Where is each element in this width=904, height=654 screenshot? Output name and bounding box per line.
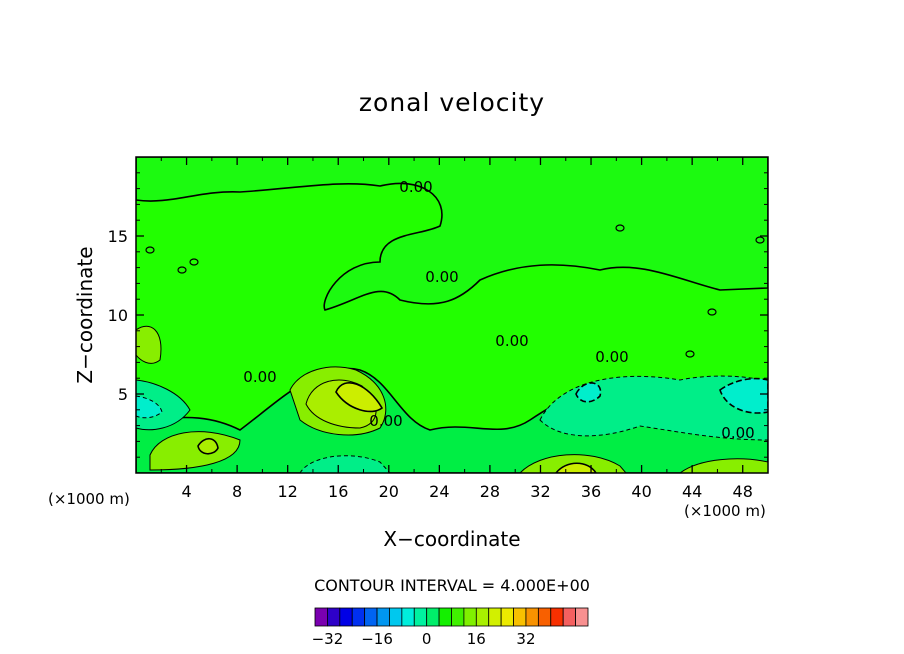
colorbar-swatch [351, 607, 366, 627]
colorbar-swatch [550, 607, 564, 627]
colorbar-tick-label: 0 [422, 630, 432, 648]
colorbar-swatch [451, 607, 465, 627]
x-tick-label: 44 [682, 482, 702, 501]
x-tick-label: 32 [530, 482, 550, 501]
colorbar-swatch [339, 607, 353, 627]
y-tick-label: 10 [108, 306, 128, 325]
x-tick-label: 40 [631, 482, 651, 501]
contour-interval-label: CONTOUR INTERVAL = 4.000E+00 [314, 576, 590, 595]
colorbar-swatch [327, 607, 341, 627]
contour-blob [615, 224, 625, 232]
colorbar-swatch [562, 607, 576, 627]
colorbar-swatch [389, 607, 403, 627]
contour-labels: 0.00 0.00 0.00 0.00 0.00 0.00 0.00 [243, 178, 754, 442]
contour-region [149, 431, 241, 471]
x-tick-label: 16 [328, 482, 348, 501]
contour-region [136, 157, 768, 311]
contour-label: 0.00 [721, 424, 754, 442]
contour-region [335, 382, 384, 413]
colorbar-swatch [575, 607, 589, 627]
contour-blob [189, 258, 199, 266]
x-tick-label: 8 [232, 482, 242, 501]
colorbar-swatch [314, 607, 328, 627]
colorbar-swatch [475, 607, 490, 627]
contour-field [136, 157, 768, 473]
colorbar-swatch [488, 607, 502, 627]
colorbar-tick-label: 32 [516, 630, 535, 648]
x-axis-ticks: 4 8 12 16 20 24 28 32 36 40 44 48 [160, 157, 753, 501]
colorbar-swatch [376, 607, 390, 627]
contour-blob [145, 246, 155, 254]
x-tick-label: 28 [480, 482, 500, 501]
colorbar-swatch [401, 607, 415, 627]
chart-title: zonal velocity [358, 88, 546, 117]
colorbar: −32 −16 0 16 32 [312, 607, 589, 648]
contour-blob [707, 308, 717, 316]
x-axis-label: X−coordinate [383, 527, 521, 551]
colorbar-swatch [438, 607, 452, 627]
contour-region [197, 437, 219, 455]
colorbar-swatch [513, 607, 527, 627]
contour-region [719, 377, 768, 414]
colorbar-swatch [500, 607, 514, 627]
y-axis-label: Z−coordinate [73, 246, 97, 383]
contour-label: 0.00 [495, 332, 528, 350]
contour-label: 0.00 [425, 268, 458, 286]
x-unit-label-right: (×1000 m) [684, 502, 766, 520]
contour-label: 0.00 [369, 412, 402, 430]
colorbar-swatch [525, 607, 539, 627]
y-tick-label: 15 [108, 227, 128, 246]
contour-region [575, 382, 602, 403]
colorbar-swatch [413, 607, 428, 627]
contour-label: 0.00 [595, 348, 628, 366]
x-tick-label: 24 [429, 482, 449, 501]
x-unit-label-left: (×1000 m) [48, 490, 130, 508]
contour-label: 0.00 [399, 178, 432, 196]
colorbar-swatch [426, 607, 440, 627]
x-tick-label: 4 [181, 482, 191, 501]
colorbar-swatch [463, 607, 477, 627]
x-tick-label: 36 [581, 482, 601, 501]
x-tick-label: 12 [278, 482, 298, 501]
contour-blob [685, 350, 695, 358]
colorbar-tick-label: 16 [467, 630, 486, 648]
contour-label: 0.00 [243, 368, 276, 386]
y-axis-ticks: 5 10 15 [108, 172, 768, 458]
y-tick-label: 5 [118, 385, 128, 404]
colorbar-tick-label: −16 [361, 630, 393, 648]
contour-blob [755, 236, 765, 244]
colorbar-swatch [537, 607, 552, 627]
contour-region [136, 325, 162, 364]
x-tick-label: 48 [733, 482, 753, 501]
x-tick-label: 20 [379, 482, 399, 501]
contour-blob [177, 266, 187, 274]
contour-region [136, 395, 163, 419]
colorbar-tick-label: −32 [312, 630, 344, 648]
contour-region [299, 455, 391, 473]
colorbar-swatch [364, 607, 378, 627]
